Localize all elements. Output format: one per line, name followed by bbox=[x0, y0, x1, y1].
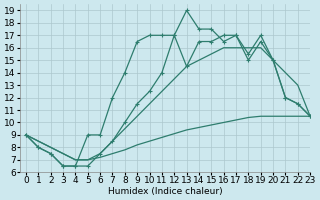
X-axis label: Humidex (Indice chaleur): Humidex (Indice chaleur) bbox=[108, 187, 222, 196]
